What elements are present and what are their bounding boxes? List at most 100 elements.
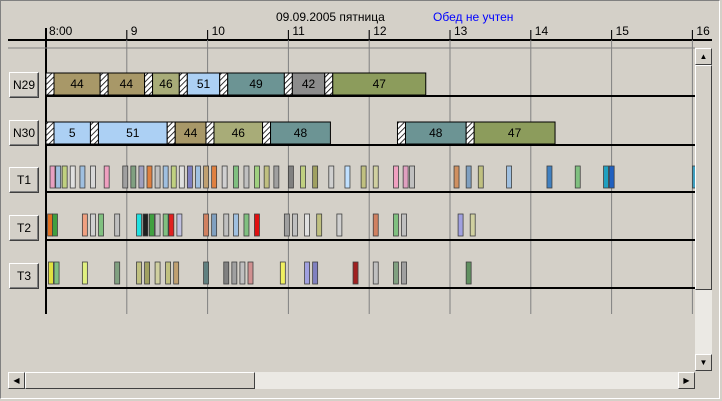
event-tick bbox=[243, 213, 250, 237]
event-tick bbox=[360, 165, 367, 189]
setup-hatch bbox=[283, 72, 293, 96]
vertical-scroll-thumb[interactable] bbox=[695, 65, 712, 290]
hour-label: 12 bbox=[373, 24, 387, 38]
order-label: 46 bbox=[232, 126, 246, 140]
setup-hatch bbox=[144, 72, 154, 96]
hour-label: 14 bbox=[535, 24, 549, 38]
setup-hatch bbox=[45, 72, 55, 96]
event-tick bbox=[53, 261, 60, 285]
event-tick bbox=[453, 165, 460, 189]
event-tick bbox=[254, 165, 260, 189]
event-tick bbox=[144, 261, 150, 285]
event-tick bbox=[603, 165, 609, 189]
event-tick bbox=[608, 165, 615, 189]
event-tick bbox=[146, 165, 153, 189]
row-button-t3[interactable]: T3 bbox=[9, 263, 39, 289]
order-label: 44 bbox=[120, 77, 134, 91]
event-tick bbox=[304, 261, 310, 285]
order-block bbox=[332, 72, 427, 96]
up-arrow-icon[interactable]: ▲ bbox=[695, 48, 712, 65]
event-tick bbox=[203, 165, 209, 189]
setup-hatch bbox=[45, 121, 55, 145]
event-tick bbox=[506, 165, 512, 189]
event-tick bbox=[312, 261, 319, 285]
event-tick bbox=[186, 165, 193, 189]
order-label: 49 bbox=[249, 77, 263, 91]
down-arrow-icon[interactable]: ▼ bbox=[695, 354, 712, 371]
event-tick bbox=[254, 213, 260, 237]
event-tick bbox=[81, 261, 88, 285]
event-tick bbox=[393, 213, 399, 237]
timeline-header: 09.09.2005 пятница Обед не учтен bbox=[6, 3, 716, 41]
event-tick bbox=[273, 165, 280, 189]
event-tick bbox=[300, 165, 306, 189]
horizontal-scrollbar[interactable]: ◀ ▶ bbox=[8, 372, 695, 389]
event-tick bbox=[465, 165, 472, 189]
order-label: 48 bbox=[429, 126, 443, 140]
event-tick bbox=[52, 213, 58, 237]
hour-label: 11 bbox=[292, 24, 305, 38]
event-tick bbox=[138, 165, 145, 189]
event-tick bbox=[239, 261, 246, 285]
event-tick bbox=[211, 165, 218, 189]
event-tick bbox=[103, 165, 110, 189]
event-tick bbox=[402, 165, 409, 189]
row-button-t1[interactable]: T1 bbox=[9, 167, 39, 193]
setup-hatch bbox=[396, 121, 406, 145]
event-tick bbox=[79, 165, 86, 189]
row-button-t2[interactable]: T2 bbox=[9, 215, 39, 241]
event-tick bbox=[149, 213, 155, 237]
event-tick bbox=[122, 165, 129, 189]
event-tick bbox=[136, 261, 142, 285]
event-tick bbox=[336, 213, 343, 237]
event-tick bbox=[136, 213, 142, 237]
event-tick bbox=[55, 165, 62, 189]
date-label: 09.09.2005 пятница bbox=[276, 10, 385, 24]
event-tick bbox=[372, 261, 379, 285]
setup-hatch bbox=[166, 121, 176, 145]
event-tick bbox=[409, 165, 416, 189]
event-tick bbox=[393, 261, 399, 285]
left-arrow-icon[interactable]: ◀ bbox=[8, 372, 25, 389]
event-tick bbox=[61, 165, 68, 189]
chart-area bbox=[8, 48, 695, 372]
horizontal-scroll-thumb[interactable] bbox=[25, 372, 255, 389]
event-tick bbox=[154, 165, 161, 189]
event-tick bbox=[233, 213, 239, 237]
hour-label: 15 bbox=[616, 24, 630, 38]
event-tick bbox=[162, 165, 169, 189]
order-label: 47 bbox=[508, 126, 522, 140]
event-tick bbox=[372, 165, 379, 189]
right-arrow-icon[interactable]: ▶ bbox=[678, 372, 695, 389]
event-tick bbox=[283, 213, 290, 237]
event-tick bbox=[211, 213, 218, 237]
order-label: 5 bbox=[69, 126, 76, 140]
event-tick bbox=[263, 165, 270, 189]
event-tick bbox=[344, 165, 351, 189]
setup-hatch bbox=[465, 121, 475, 145]
event-tick bbox=[465, 261, 472, 285]
order-label: 47 bbox=[373, 77, 387, 91]
event-tick bbox=[223, 213, 230, 237]
event-tick bbox=[114, 213, 121, 237]
order-label: 44 bbox=[70, 77, 84, 91]
event-tick bbox=[221, 165, 228, 189]
event-tick bbox=[279, 261, 286, 285]
event-tick bbox=[231, 261, 238, 285]
vertical-scrollbar[interactable]: ▲ ▼ bbox=[695, 48, 712, 371]
event-tick bbox=[477, 165, 484, 189]
setup-hatch bbox=[219, 72, 229, 96]
order-label: 48 bbox=[294, 126, 308, 140]
event-tick bbox=[203, 261, 209, 285]
event-tick bbox=[154, 213, 161, 237]
row-button-n30[interactable]: N30 bbox=[9, 120, 39, 146]
order-block bbox=[270, 121, 331, 145]
setup-hatch bbox=[89, 121, 99, 145]
hour-label: 9 bbox=[131, 24, 138, 38]
event-tick bbox=[90, 165, 96, 189]
event-tick bbox=[173, 261, 180, 285]
event-tick bbox=[47, 213, 54, 237]
row-button-n29[interactable]: N29 bbox=[9, 72, 39, 98]
